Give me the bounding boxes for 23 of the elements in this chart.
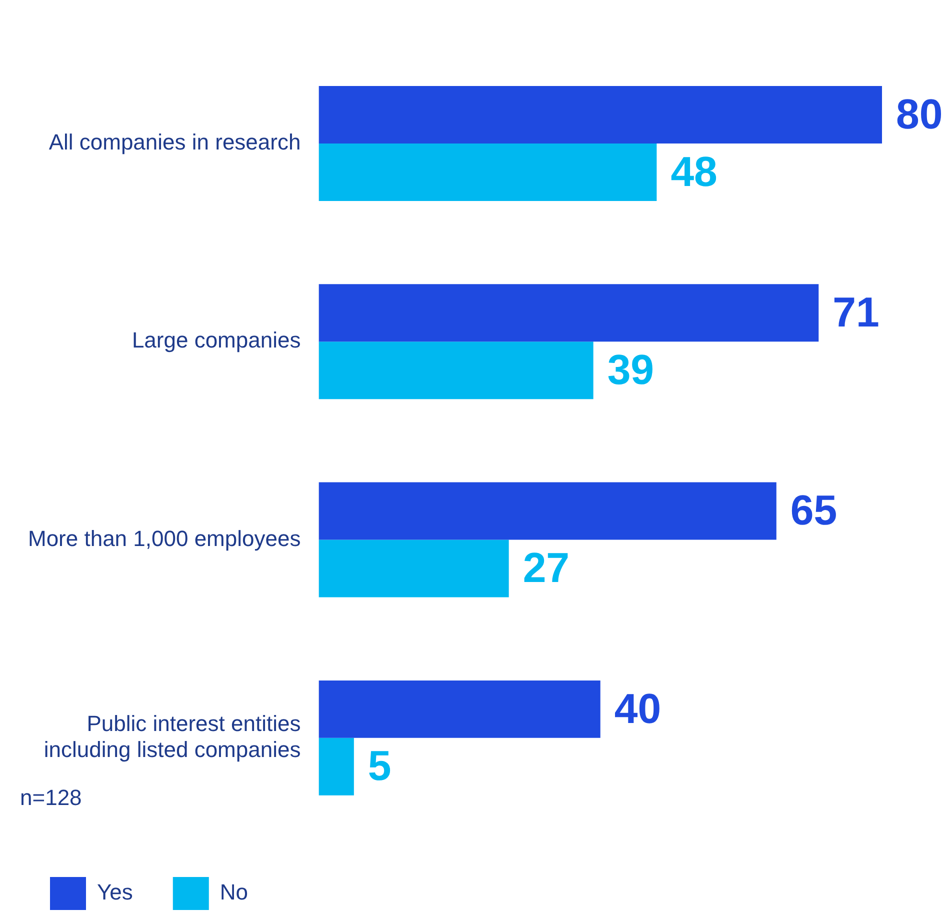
data-label: 71 (832, 288, 880, 336)
data-label: 65 (790, 486, 838, 534)
y-tick-label: All companies in research (48, 130, 301, 155)
legend-label: No (220, 880, 248, 905)
y-tick-label: Large companies (132, 328, 301, 353)
bar (318, 482, 776, 540)
data-label: 80 (896, 90, 943, 138)
data-label: 39 (607, 346, 654, 393)
data-label: 27 (522, 544, 570, 592)
y-tick-label: More than 1,000 employees (28, 526, 301, 551)
data-label: 40 (614, 684, 662, 732)
data-label: 5 (368, 742, 392, 790)
legend-label: Yes (97, 880, 133, 905)
text: n=128 (20, 785, 82, 810)
bar (318, 284, 819, 342)
y-tick-label: Public interest entities including listed companies (44, 710, 301, 762)
bar (318, 143, 657, 201)
bar (318, 86, 882, 144)
data-label: 48 (670, 148, 718, 195)
bar (318, 738, 354, 796)
bar (318, 342, 594, 400)
bar (318, 680, 600, 738)
bar (318, 540, 509, 598)
